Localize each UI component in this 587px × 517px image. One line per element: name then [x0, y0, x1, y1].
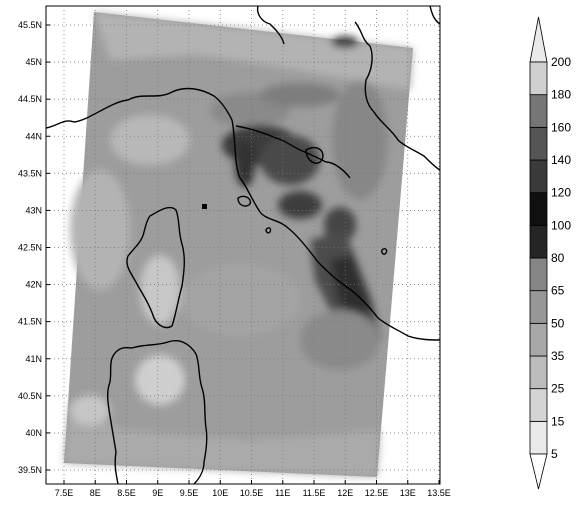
colorbar-label: 35 [551, 349, 565, 363]
data-field [46, 6, 440, 484]
coastlines [46, 6, 440, 484]
colorbar-label: 50 [551, 316, 565, 330]
colorbar-swatch [529, 355, 548, 390]
colorbar-label: 100 [551, 218, 571, 232]
coast-tyrrhenian [231, 119, 440, 341]
longitude-labels: 7.5E 8E 8.5E 9E 9.5E 10E 10.5E 11E 11.5E 12E 12.5E… [55, 480, 451, 498]
colorbar-swatch [529, 224, 548, 259]
colorbar-label: 15 [551, 414, 565, 428]
colorbar-swatch [529, 126, 548, 161]
coast-small [381, 248, 388, 255]
lon-label: 9E [152, 488, 163, 498]
colorbar-swatch [529, 388, 548, 422]
coast-north-adriatic [256, 6, 285, 45]
lon-label: 13E [400, 488, 416, 498]
field-patches [64, 12, 413, 477]
coast-trieste [429, 6, 440, 25]
lon-label: 13.5E [427, 488, 451, 498]
colorbar-swatch [529, 192, 548, 226]
colorbar-label: 65 [551, 284, 565, 298]
lat-label: 45.5N [18, 20, 42, 30]
colorbar-swatch [529, 322, 548, 357]
lon-label: 7.5E [55, 488, 74, 498]
colorbar-swatch [529, 257, 548, 292]
colorbar-swatch [529, 420, 548, 455]
colorbar-label: 180 [551, 88, 571, 102]
colorbar-extend-min [529, 453, 548, 490]
lat-label: 40N [25, 428, 42, 438]
lon-label: 8E [90, 488, 101, 498]
lat-label: 42N [25, 280, 42, 290]
lat-label: 44.5N [18, 94, 42, 104]
coast-adriatic [354, 21, 440, 171]
lon-label: 8.5E [117, 488, 136, 498]
colorbar-swatch [529, 61, 548, 96]
colorbar-label: 200 [551, 55, 571, 69]
coast-ligurian [46, 87, 233, 129]
lat-label: 39.5N [18, 465, 42, 475]
gridlines [46, 6, 440, 484]
colorbar-label: 25 [551, 382, 565, 396]
latitude-labels: 45.5N 45N 44.5N 44N 43.5N 43N 42.5N 42N 41.5N 41N… [18, 20, 50, 475]
coast-elba [237, 195, 251, 207]
colorbar-extend-max [529, 16, 548, 63]
island-dot [202, 204, 207, 209]
colorbar-swatch [529, 290, 548, 324]
lon-label: 9.5E [180, 488, 199, 498]
colorbar-swatch [529, 159, 548, 194]
lon-label: 12.5E [365, 488, 389, 498]
lat-label: 41N [25, 354, 42, 364]
coast-giglio [265, 227, 272, 234]
colorbar: 5 15 25 35 50 65 80 100 120 140 160 180 200 [529, 16, 571, 490]
lon-label: 12E [337, 488, 353, 498]
colorbar-label: 140 [551, 153, 571, 167]
border-land [235, 125, 351, 179]
lat-label: 43N [25, 205, 42, 215]
coast-sardinia [107, 340, 208, 484]
lon-label: 11.5E [303, 488, 326, 498]
lat-label: 44N [25, 131, 42, 141]
lat-label: 41.5N [18, 317, 42, 327]
colorbar-label: 5 [551, 447, 558, 461]
colorbar-swatch [529, 94, 548, 128]
lat-label: 42.5N [18, 243, 42, 253]
colorbar-label: 120 [551, 186, 571, 200]
lat-label: 40.5N [18, 391, 42, 401]
lon-label: 11E [275, 488, 290, 498]
lon-label: 10.5E [240, 488, 264, 498]
coast-corsica [126, 206, 185, 329]
lat-label: 43.5N [18, 168, 42, 178]
colorbar-label: 160 [551, 120, 571, 134]
colorbar-label: 80 [551, 251, 565, 265]
lon-label: 10E [212, 488, 228, 498]
lat-label: 45N [25, 57, 42, 67]
coast-lake [305, 146, 324, 164]
